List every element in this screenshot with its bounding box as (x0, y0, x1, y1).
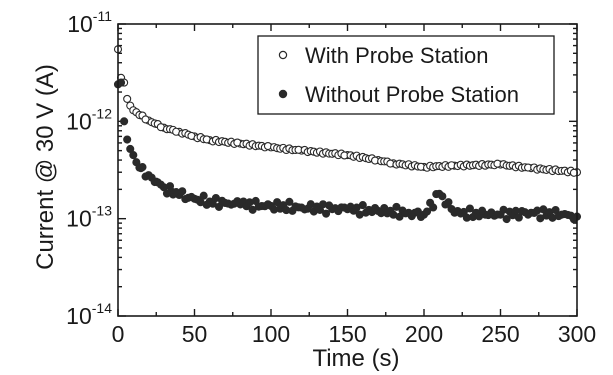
data-point (129, 151, 138, 160)
axes-layer (117, 23, 578, 317)
data-point (285, 197, 294, 206)
x-tick-label: 300 (558, 321, 596, 347)
ticks-layer: 0 50 100 150 200 250 300 10-14 10-13 10-12 10-11 (66, 8, 596, 347)
y-axis-title: Current @ 30 V (A) (32, 64, 59, 270)
legend-marker-with-probe (278, 50, 288, 60)
data-point (322, 209, 331, 218)
data-point (423, 207, 432, 216)
data-point (395, 212, 404, 221)
data-point (438, 192, 447, 201)
x-tick-label: 0 (112, 321, 125, 347)
x-tick-label: 50 (182, 321, 208, 347)
x-tick-label: 250 (481, 321, 519, 347)
y-tick-label: 10-13 (66, 203, 112, 232)
data-point (493, 210, 502, 219)
data-point (502, 215, 511, 224)
data-point (120, 117, 129, 126)
y-tick-label: 10-11 (67, 8, 112, 37)
x-tick-label: 150 (328, 321, 366, 347)
series-without-probe (113, 78, 582, 224)
series-with-probe (113, 45, 582, 177)
data-point (465, 204, 474, 213)
data-point (416, 212, 425, 222)
data-point (444, 198, 453, 207)
data-point (178, 187, 187, 196)
data-point (392, 202, 401, 211)
legend-box (257, 35, 555, 115)
data-point (199, 191, 208, 200)
data-point (370, 203, 380, 213)
plot-frame (117, 23, 578, 317)
data-point (156, 180, 165, 189)
data-point (138, 163, 147, 172)
data-point (478, 206, 487, 215)
data-point (165, 182, 175, 191)
data-point (248, 205, 257, 214)
data-layer (113, 45, 582, 224)
legend-marker-without-probe (278, 89, 288, 99)
data-point (123, 135, 132, 144)
data-point (123, 94, 132, 103)
data-point (263, 200, 272, 209)
x-axis-title: Time (s) (312, 345, 399, 372)
y-tick-label: 10-12 (66, 105, 112, 134)
y-tick-label: 10-14 (66, 300, 112, 329)
x-tick-label: 200 (405, 321, 443, 347)
data-point (514, 213, 523, 222)
data-point (214, 202, 224, 211)
legend: With Probe Station Without Probe Station (257, 35, 555, 115)
legend-label-with-probe: With Probe Station (305, 43, 488, 68)
data-point (358, 201, 367, 210)
legend-label-without-probe: Without Probe Station (305, 82, 519, 107)
x-tick-label: 100 (252, 321, 290, 347)
data-point (429, 203, 438, 212)
